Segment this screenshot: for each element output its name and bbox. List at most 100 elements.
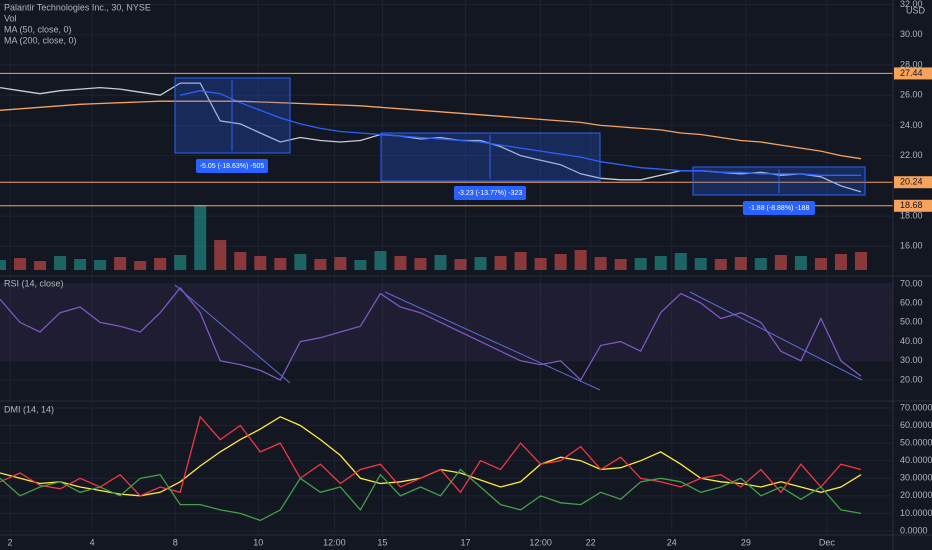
legend-entry: MA (200, close, 0): [4, 35, 77, 45]
y-tick-label: 28.00: [900, 59, 923, 69]
measure-label: -1.88 (-8.88%) -188: [749, 205, 810, 212]
volume-bar: [754, 258, 767, 270]
price-label-bg: [894, 176, 932, 189]
y-tick-label: 10.0000: [900, 508, 932, 518]
volume-bar: [634, 258, 647, 270]
series-line: [0, 100, 862, 160]
volume-bar: [494, 256, 507, 270]
price-label-bg: [894, 67, 932, 80]
volume-bar: [834, 254, 847, 270]
x-tick-label: 10: [253, 537, 263, 547]
y-tick-label: 70.00: [900, 278, 923, 288]
volume-bar: [314, 259, 327, 270]
x-tick-label: 2: [8, 537, 13, 547]
volume-bar: [454, 259, 467, 270]
y-tick-label: 60.00: [900, 298, 923, 308]
volume-bar: [254, 256, 267, 270]
volume-bar: [674, 253, 687, 270]
y-tick-label: 22.00: [900, 150, 923, 160]
y-tick-label: 24.00: [900, 120, 923, 130]
trend-line: [174, 284, 291, 384]
x-tick-label: 15: [377, 537, 387, 547]
volume-bar: [14, 258, 27, 270]
x-tick-label: 17: [461, 537, 471, 547]
price-label: 18.68: [900, 200, 923, 210]
volume-bar: [654, 256, 667, 270]
volume-bar: [474, 257, 487, 270]
y-tick-label: 18.00: [900, 210, 923, 220]
y-tick-label: 16.00: [900, 241, 923, 251]
y-tick-label: 50.0000: [900, 437, 932, 447]
legend-entry: Vol: [4, 13, 17, 23]
y-tick-label: 40.00: [900, 336, 923, 346]
measure-label-bg: [743, 201, 815, 215]
measure-label: -3.23 (-13.77%) -323: [458, 190, 523, 197]
volume-bar: [234, 252, 247, 270]
volume-bar: [294, 254, 307, 270]
volume-bar: [214, 240, 227, 270]
price-label: 27.44: [900, 68, 923, 78]
x-tick-label: 29: [741, 537, 751, 547]
x-tick-label: 8: [173, 537, 178, 547]
volume-bar: [114, 257, 127, 270]
volume-bar: [394, 256, 407, 270]
series-line: [0, 286, 862, 382]
x-tick-label: 12:00: [323, 537, 346, 547]
series-line: [0, 468, 862, 522]
x-tick-label: 12:00: [529, 537, 552, 547]
measure-label: -5.05 (-18.63%) -505: [200, 163, 265, 170]
volume-bar: [414, 258, 427, 270]
volume-bar: [274, 258, 287, 270]
volume-bar: [374, 251, 387, 270]
volume-bar: [354, 260, 367, 270]
symbol-title: Palantir Technologies Inc., 30, NYSE: [4, 2, 151, 12]
volume-bar: [54, 256, 67, 270]
y-tick-label: 60.0000: [900, 420, 932, 430]
price-label: 20.24: [900, 177, 923, 187]
volume-bar: [334, 257, 347, 270]
volume-bar: [554, 254, 567, 270]
x-tick-label: 22: [586, 537, 596, 547]
x-tick-label: Dec: [819, 537, 836, 547]
y-tick-label: 26.00: [900, 90, 923, 100]
pane-title: DMI (14, 14): [4, 404, 54, 414]
volume-bar: [614, 259, 627, 270]
volume-bar: [74, 259, 87, 270]
y-tick-label: 20.0000: [900, 490, 932, 500]
trend-line: [384, 291, 601, 391]
volume-bar: [714, 259, 727, 270]
volume-bar: [794, 256, 807, 270]
x-tick-label: 4: [90, 537, 95, 547]
volume-bar: [434, 255, 447, 270]
volume-bar: [734, 257, 747, 270]
volume-bar: [174, 255, 187, 270]
volume-bar: [814, 258, 827, 270]
y-tick-label: 70.0000: [900, 402, 932, 412]
volume-bar: [194, 205, 207, 270]
measure-label-bg: [454, 186, 526, 200]
series-line: [180, 90, 861, 176]
y-tick-label: 40.0000: [900, 455, 932, 465]
volume-bar: [574, 250, 587, 270]
y-tick-label: 50.00: [900, 317, 923, 327]
volume-bar: [94, 260, 107, 270]
y-tick-label: 30.0000: [900, 473, 932, 483]
price-label-bg: [894, 199, 932, 212]
y-tick-label: 30.00: [900, 29, 923, 39]
volume-bar: [854, 252, 867, 270]
volume-bar: [594, 257, 607, 270]
series-line: [0, 415, 862, 497]
volume-bar: [154, 258, 167, 270]
measure-label-bg: [196, 159, 268, 173]
y-tick-label: 20.00: [900, 374, 923, 384]
pane-title: RSI (14, close): [4, 278, 64, 288]
y-tick-label: 32.00: [900, 0, 923, 9]
volume-bar: [134, 261, 147, 270]
volume-bar: [34, 261, 47, 270]
y-tick-label: 0.0000: [900, 525, 928, 535]
volume-bar: [694, 258, 707, 270]
y-tick-label: 30.00: [900, 355, 923, 365]
trend-line: [689, 291, 863, 381]
volume-bar: [0, 260, 7, 270]
